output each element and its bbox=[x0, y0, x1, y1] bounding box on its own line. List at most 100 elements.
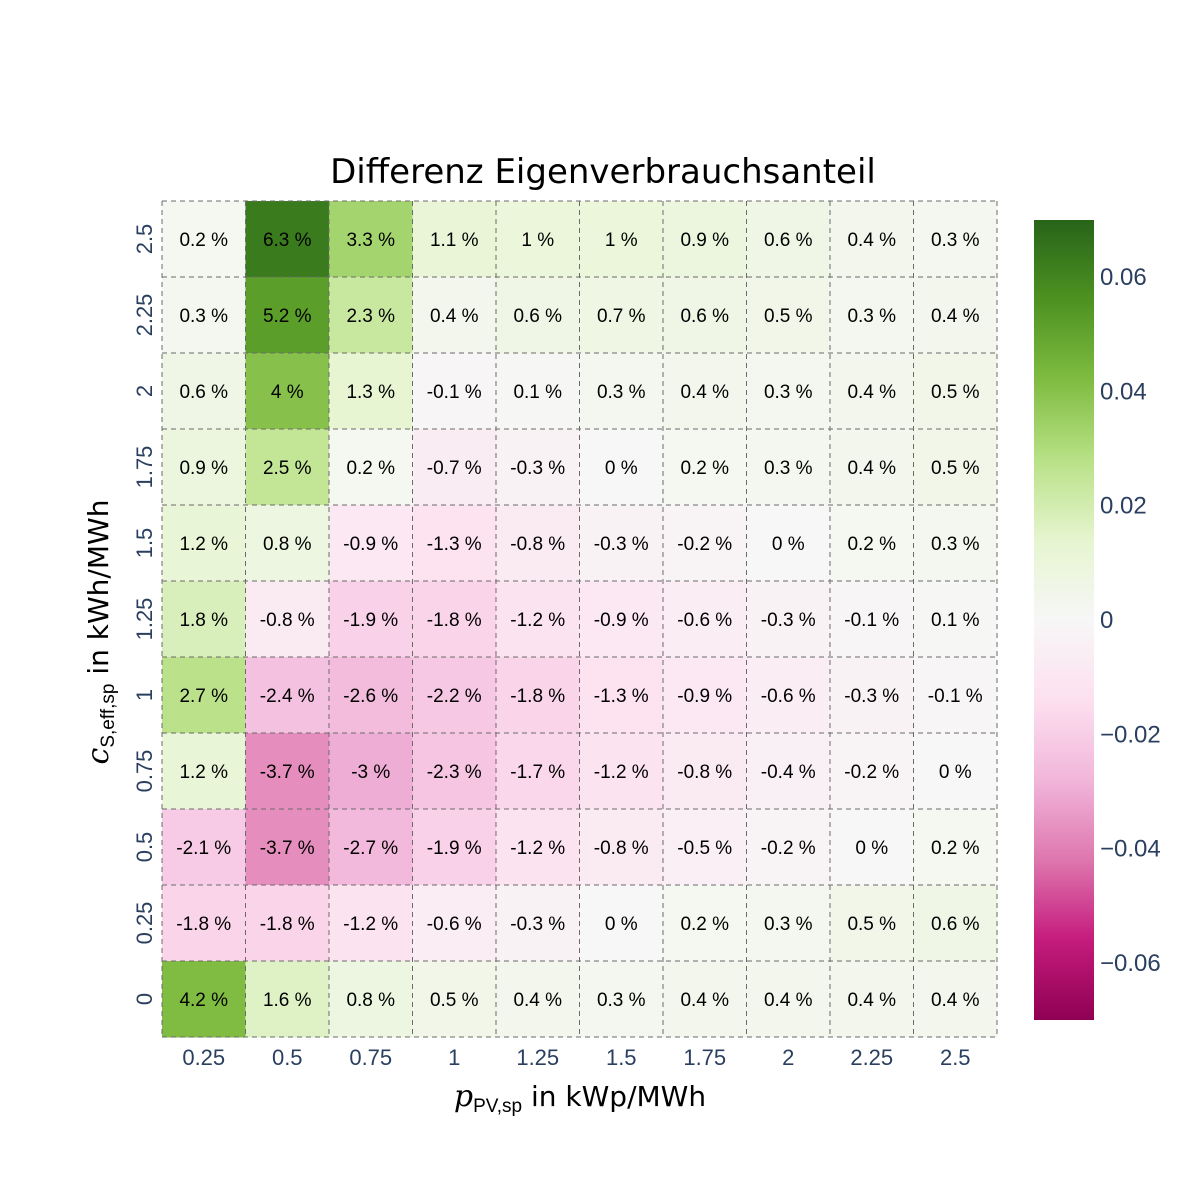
cell-label: -1.8 % bbox=[176, 914, 231, 935]
heatmap-cell bbox=[913, 505, 998, 582]
y-tick-label: 1.5 bbox=[132, 528, 157, 559]
x-axis-symbol: p bbox=[454, 1079, 473, 1114]
cell-label: 0.2 % bbox=[680, 914, 729, 935]
heatmap-cell bbox=[245, 657, 330, 734]
cell-label: 5.2 % bbox=[263, 306, 312, 327]
heatmap-cell bbox=[746, 733, 831, 810]
colorbar-tick-label: −0.04 bbox=[1100, 836, 1161, 863]
cell-label: 0.3 % bbox=[764, 914, 813, 935]
heatmap-cell bbox=[412, 657, 497, 734]
heatmap-cell bbox=[746, 505, 831, 582]
cell-label: -0.1 % bbox=[928, 686, 983, 707]
heatmap-cell bbox=[412, 961, 497, 1038]
cell-label: -0.6 % bbox=[677, 610, 732, 631]
heatmap-cell bbox=[913, 885, 998, 962]
cell-label: 0.5 % bbox=[931, 458, 980, 479]
heatmap-cell bbox=[579, 961, 664, 1038]
cell-label: 1.6 % bbox=[263, 990, 312, 1011]
cell-label: -0.8 % bbox=[510, 534, 565, 555]
heatmap-cell bbox=[913, 961, 998, 1038]
colorbar-tick-label: −0.02 bbox=[1100, 721, 1161, 748]
y-axis-unit: in kWh/MWh bbox=[82, 500, 115, 684]
cell-label: -0.1 % bbox=[844, 610, 899, 631]
heatmap-cell bbox=[412, 429, 497, 506]
cell-label: -0.8 % bbox=[677, 762, 732, 783]
heatmap-cell bbox=[746, 809, 831, 886]
heatmap-cell bbox=[663, 961, 747, 1038]
cell-label: 0 % bbox=[855, 838, 888, 859]
chart-title: Differenz Eigenverbrauchsanteil bbox=[330, 152, 876, 192]
heatmap-cell bbox=[162, 429, 246, 506]
heatmap-cell bbox=[329, 885, 413, 962]
heatmap-cell bbox=[245, 885, 330, 962]
y-tick-label: 2.25 bbox=[132, 294, 157, 337]
heatmap-cell bbox=[329, 657, 413, 734]
colorbar-tick-label: −0.06 bbox=[1100, 950, 1161, 977]
cell-label: -0.2 % bbox=[844, 762, 899, 783]
cell-label: 0.3 % bbox=[764, 382, 813, 403]
heatmap-cell bbox=[579, 505, 664, 582]
heatmap-cell bbox=[412, 733, 497, 810]
cell-label: 0.4 % bbox=[847, 990, 896, 1011]
heatmap-cell bbox=[830, 961, 914, 1038]
cell-label: 0.4 % bbox=[931, 306, 980, 327]
heatmap-cell bbox=[496, 581, 580, 658]
heatmap-cell bbox=[162, 733, 246, 810]
cell-label: 0.5 % bbox=[764, 306, 813, 327]
cell-label: 0.2 % bbox=[847, 534, 896, 555]
heatmap-cell bbox=[579, 277, 664, 354]
cell-label: 0.3 % bbox=[597, 382, 646, 403]
y-tick-label: 0 bbox=[132, 993, 157, 1005]
cell-label: 0.4 % bbox=[680, 990, 729, 1011]
cell-label: 0.2 % bbox=[680, 458, 729, 479]
heatmap-cell bbox=[663, 581, 747, 658]
heatmap-cell bbox=[162, 657, 246, 734]
heatmap-cell bbox=[329, 429, 413, 506]
y-axis-ticks: 2.5 2.25 2 1.75 1.5 1.25 1 0.75 0.5 0.25 0 bbox=[132, 224, 157, 1005]
heatmap-cell bbox=[162, 505, 246, 582]
cell-label: -1.8 % bbox=[260, 914, 315, 935]
x-tick-label: 0.25 bbox=[182, 1045, 225, 1070]
cell-label: 0.3 % bbox=[931, 534, 980, 555]
x-tick-label: 1.5 bbox=[606, 1045, 637, 1070]
x-tick-label: 1.25 bbox=[516, 1045, 559, 1070]
heatmap-cell bbox=[746, 657, 831, 734]
cell-label: -2.7 % bbox=[343, 838, 398, 859]
heatmap-cell bbox=[496, 885, 580, 962]
heatmap-cell bbox=[579, 809, 664, 886]
cell-label: 0.6 % bbox=[931, 914, 980, 935]
heatmap-cell bbox=[412, 353, 497, 430]
cell-label: -1.2 % bbox=[343, 914, 398, 935]
y-tick-label: 0.5 bbox=[132, 832, 157, 863]
heatmap-cell bbox=[496, 277, 580, 354]
cell-label: 0 % bbox=[605, 914, 638, 935]
heatmap-cell bbox=[329, 961, 413, 1038]
heatmap-cell bbox=[329, 809, 413, 886]
heatmap-cell bbox=[245, 429, 330, 506]
heatmap-cells bbox=[162, 201, 998, 1038]
cell-label: -0.3 % bbox=[510, 914, 565, 935]
heatmap-cell bbox=[496, 429, 580, 506]
cell-label: -0.2 % bbox=[677, 534, 732, 555]
cell-label: 0 % bbox=[772, 534, 805, 555]
cell-label: 0.6 % bbox=[513, 306, 562, 327]
cell-label: 0.4 % bbox=[513, 990, 562, 1011]
heatmap-cell bbox=[830, 505, 914, 582]
cell-label: 1.8 % bbox=[179, 610, 228, 631]
cell-label: 1 % bbox=[605, 230, 638, 251]
heatmap-cell bbox=[746, 581, 831, 658]
cell-label: 0.5 % bbox=[847, 914, 896, 935]
heatmap-cell bbox=[245, 277, 330, 354]
heatmap-cell bbox=[245, 201, 330, 278]
cell-label: -0.5 % bbox=[677, 838, 732, 859]
cell-label: 0.8 % bbox=[263, 534, 312, 555]
cell-label: 0.4 % bbox=[847, 458, 896, 479]
cell-label: 0.1 % bbox=[931, 610, 980, 631]
cell-label: -0.2 % bbox=[761, 838, 816, 859]
cell-label: -1.3 % bbox=[427, 534, 482, 555]
y-tick-label: 2.5 bbox=[132, 224, 157, 255]
heatmap-cell bbox=[412, 581, 497, 658]
colorbar bbox=[1034, 220, 1094, 1020]
heatmap-grid bbox=[161, 200, 998, 1038]
